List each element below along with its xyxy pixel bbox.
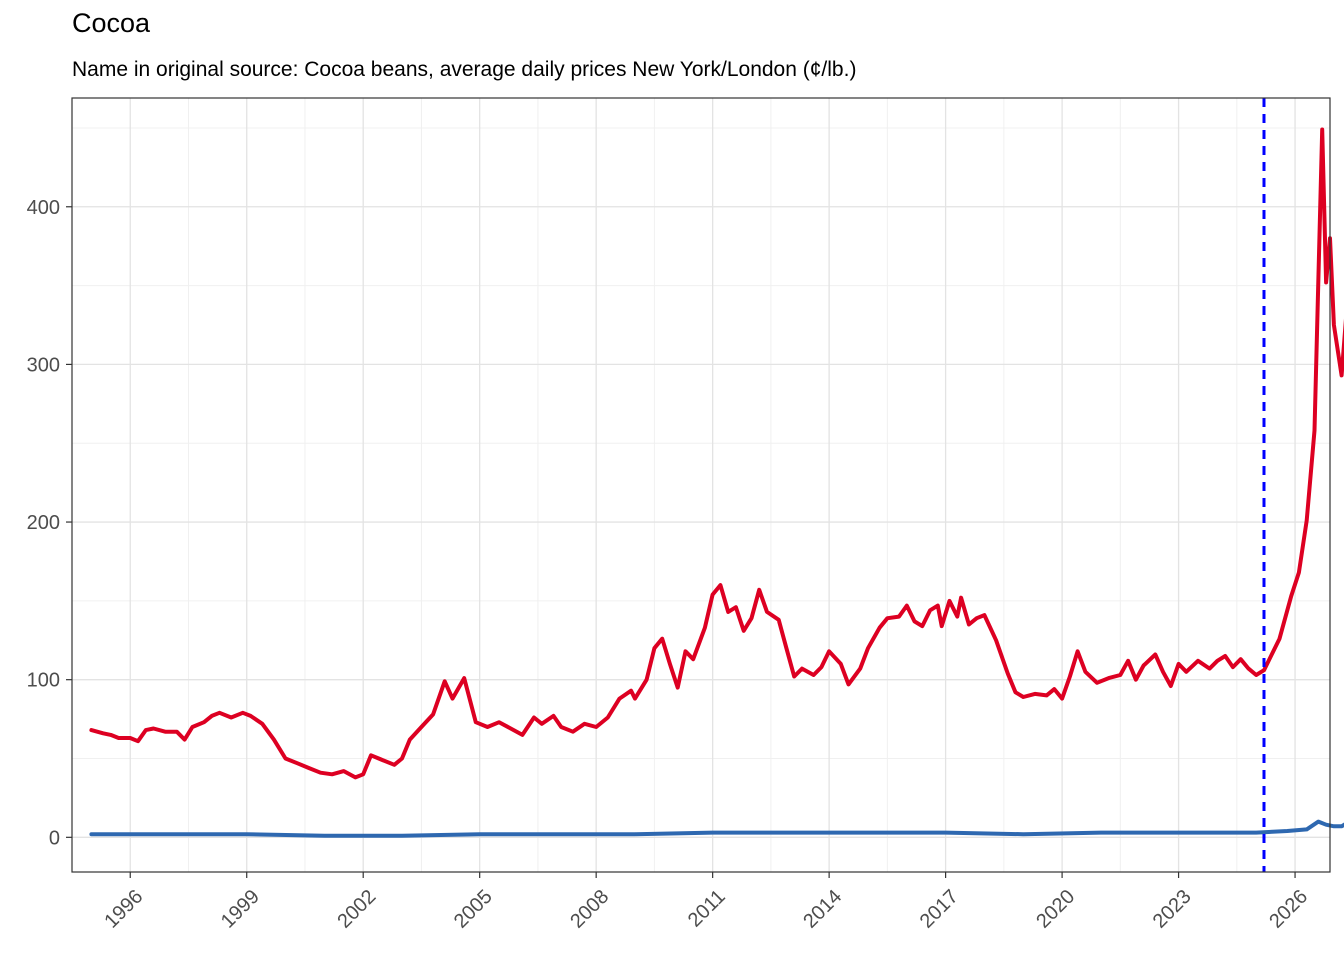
series-line-blue: [89, 819, 1344, 838]
x-tick-label: 2026: [1265, 886, 1312, 933]
x-tick-label: 2017: [916, 886, 963, 933]
chart-subtitle: Name in original source: Cocoa beans, av…: [72, 58, 857, 81]
major-gridlines: [72, 98, 1330, 872]
x-tick-label: 2020: [1032, 886, 1079, 933]
x-tick-label: 2023: [1149, 886, 1196, 933]
series-layer: [89, 127, 1344, 838]
x-tick-label: 1996: [100, 886, 147, 933]
chart-title: Cocoa: [72, 8, 151, 38]
x-tick-label: 1999: [217, 886, 264, 933]
y-tick-label: 100: [27, 670, 60, 692]
x-tick-label: 2014: [799, 886, 846, 933]
y-tick-label: 0: [49, 827, 60, 849]
plot-border: [71, 97, 1331, 873]
x-tick-label: 2011: [684, 886, 730, 932]
y-tick-label: 400: [27, 197, 60, 219]
plot-panel: [72, 98, 1330, 872]
y-tick-label: 200: [27, 512, 60, 534]
x-tick-label: 2008: [566, 886, 613, 933]
y-tick-label: 300: [27, 354, 60, 376]
x-tick-label: 2005: [450, 886, 497, 933]
x-tick-label: 2002: [333, 886, 380, 933]
series-line-red: [89, 127, 1344, 780]
